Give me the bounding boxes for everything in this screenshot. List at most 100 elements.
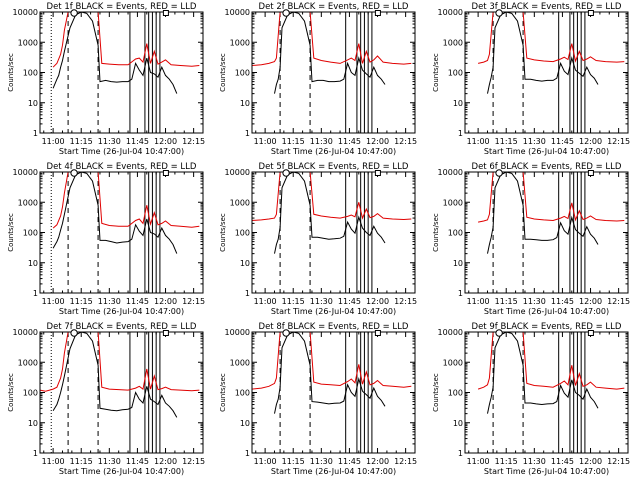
- chart-panel-9: Det 9f BLACK = Events, RED = LLD 1 10 100 10…: [432, 322, 630, 476]
- y-tick-label: 10: [453, 259, 463, 268]
- series-line-lld: [477, 332, 625, 390]
- y-tick-label: 1: [458, 129, 463, 138]
- chart-panel-3: Det 3f BLACK = Events, RED = LLD 1 10 100 10…: [432, 2, 630, 156]
- y-axis-label: Counts/sec: [432, 53, 440, 92]
- chart-panel-7: Det 7f BLACK = Events, RED = LLD 1 10 100 10…: [7, 322, 205, 476]
- x-tick-label: 11:15: [70, 297, 93, 306]
- y-tick-label: 100: [23, 229, 38, 238]
- y-axis-label: Counts/sec: [219, 213, 227, 252]
- x-tick-label: 11:00: [254, 137, 277, 146]
- y-tick-label: 1000: [18, 198, 38, 207]
- chart-panel-6: Det 6f BLACK = Events, RED = LLD 1 10 100 10…: [432, 162, 630, 316]
- y-tick-label: 100: [235, 69, 250, 78]
- series-line-events: [487, 332, 599, 414]
- chart-title: Det 3f BLACK = Events, RED = LLD: [472, 2, 622, 12]
- start-marker: [282, 9, 290, 17]
- x-tick-label: 12:15: [182, 137, 205, 146]
- x-tick-label: 11:00: [42, 297, 65, 306]
- x-tick-label: 11:30: [523, 137, 546, 146]
- x-tick-label: 11:30: [310, 457, 333, 466]
- x-tick-label: 11:30: [310, 137, 333, 146]
- series-group: [252, 332, 412, 414]
- series-line-events: [274, 12, 386, 94]
- x-tick-label: 11:30: [523, 297, 546, 306]
- y-tick-label: 1: [33, 129, 38, 138]
- y-tick-label: 1: [33, 289, 38, 298]
- y-tick-label: 10000: [13, 168, 38, 177]
- series-line-events: [274, 332, 386, 414]
- plot-frame: [251, 331, 416, 454]
- x-tick-label: 11:00: [467, 457, 490, 466]
- series-line-lld: [252, 332, 412, 390]
- x-tick-label: 11:30: [310, 297, 333, 306]
- x-tick-label: 11:45: [338, 297, 361, 306]
- end-marker: [162, 330, 169, 336]
- end-marker: [587, 170, 594, 176]
- chart-panel-1: Det 1f BLACK = Events, RED = LLD 1 10 100 10…: [7, 2, 205, 156]
- y-tick-label: 100: [23, 69, 38, 78]
- series-group: [252, 172, 412, 254]
- x-axis-label: Start Time (26-Jul-04 10:47:00): [59, 467, 184, 476]
- series-line-events: [487, 172, 599, 254]
- y-tick-label: 100: [448, 389, 463, 398]
- series-group: [477, 12, 625, 94]
- y-axis-label: Counts/sec: [7, 213, 15, 252]
- y-tick-label: 10: [28, 259, 38, 268]
- x-axis-label: Start Time (26-Jul-04 10:47:00): [271, 307, 396, 316]
- x-tick-label: 12:00: [154, 137, 177, 146]
- x-tick-label: 11:45: [338, 457, 361, 466]
- event-lines: [492, 12, 586, 133]
- chart-title: Det 5f BLACK = Events, RED = LLD: [259, 162, 409, 172]
- x-tick-label: 11:15: [282, 297, 305, 306]
- x-axis-label: Start Time (26-Jul-04 10:47:00): [271, 467, 396, 476]
- start-marker: [282, 329, 290, 337]
- x-tick-label: 12:00: [154, 297, 177, 306]
- series-line-lld: [478, 172, 625, 223]
- y-tick-label: 10000: [225, 328, 250, 337]
- y-tick-label: 1: [458, 289, 463, 298]
- chart-panel-5: Det 5f BLACK = Events, RED = LLD 1 10 100 10…: [219, 162, 417, 316]
- x-tick-label: 11:15: [70, 457, 93, 466]
- y-tick-label: 1: [245, 289, 250, 298]
- chart-title: Det 4f BLACK = Events, RED = LLD: [47, 162, 197, 172]
- y-tick-label: 10: [453, 99, 463, 108]
- y-tick-label: 10000: [13, 8, 38, 17]
- series-line-events: [52, 332, 178, 418]
- chart-title: Det 7f BLACK = Events, RED = LLD: [47, 322, 197, 332]
- series-group: [52, 172, 200, 254]
- y-tick-label: 1000: [18, 38, 38, 47]
- y-tick-label: 1: [33, 449, 38, 458]
- plot-frame: [464, 11, 629, 134]
- y-tick-label: 10000: [225, 168, 250, 177]
- chart-title: Det 6f BLACK = Events, RED = LLD: [472, 162, 622, 172]
- x-tick-label: 11:45: [551, 457, 574, 466]
- event-lines: [50, 172, 161, 293]
- x-tick-label: 11:45: [551, 137, 574, 146]
- event-lines: [279, 172, 373, 293]
- x-tick-label: 11:00: [42, 137, 65, 146]
- x-axis-label: Start Time (26-Jul-04 10:47:00): [271, 147, 396, 156]
- x-tick-label: 11:45: [126, 457, 149, 466]
- y-axis-label: Counts/sec: [219, 373, 227, 412]
- y-tick-label: 100: [448, 69, 463, 78]
- series-line-events: [52, 12, 178, 94]
- plot-frame: [251, 171, 416, 294]
- y-tick-label: 10: [28, 419, 38, 428]
- plot-frame: [464, 171, 629, 294]
- x-tick-label: 12:00: [366, 297, 389, 306]
- y-tick-label: 1: [245, 129, 250, 138]
- y-tick-label: 10000: [13, 328, 38, 337]
- event-lines: [50, 332, 161, 453]
- x-tick-label: 11:15: [495, 457, 518, 466]
- y-tick-label: 1000: [443, 198, 463, 207]
- start-marker: [495, 329, 503, 337]
- x-tick-label: 11:00: [467, 137, 490, 146]
- series-group: [40, 332, 200, 418]
- end-marker: [374, 10, 381, 16]
- chart-panel-4: Det 4f BLACK = Events, RED = LLD 1 10 100 10…: [7, 162, 205, 316]
- series-group: [52, 12, 200, 94]
- x-tick-label: 12:15: [394, 137, 417, 146]
- y-tick-label: 10: [28, 99, 38, 108]
- y-tick-label: 1000: [230, 198, 250, 207]
- y-axis-label: Counts/sec: [7, 53, 15, 92]
